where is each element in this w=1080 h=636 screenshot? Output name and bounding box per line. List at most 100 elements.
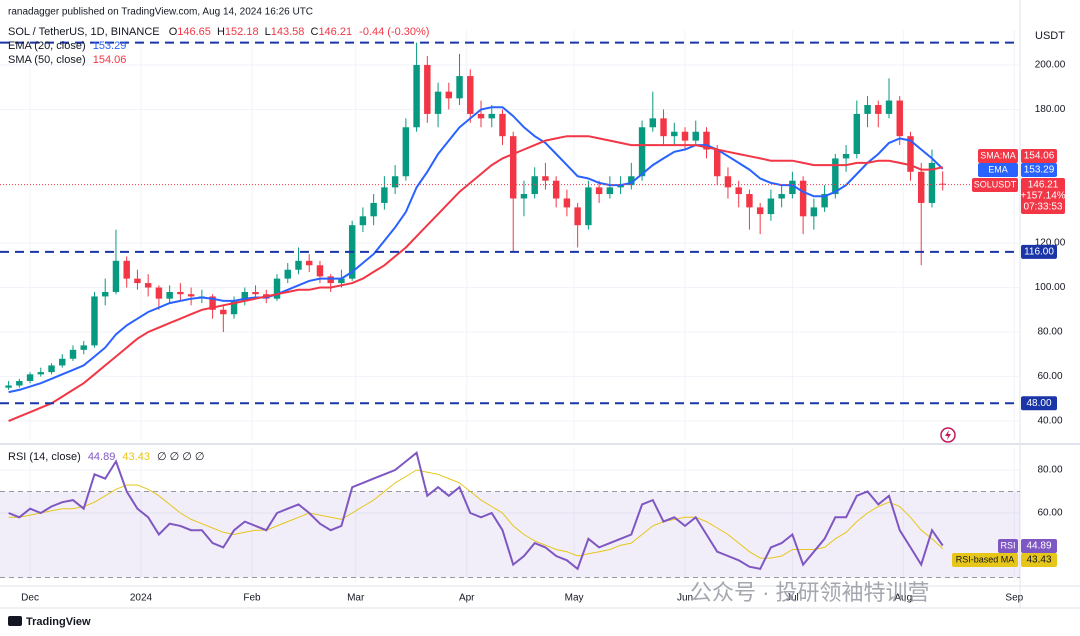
candle-body — [424, 64, 431, 114]
candle-body — [488, 113, 495, 119]
candle-body — [230, 300, 238, 315]
candle-body — [80, 345, 87, 350]
candle-body — [853, 113, 861, 154]
candle-body — [756, 207, 764, 215]
candle-body — [209, 296, 216, 310]
y-tick-label: 60.00 — [1037, 371, 1062, 382]
candle-body — [187, 294, 195, 297]
candle-body — [671, 131, 678, 137]
ohlc-letter: L — [265, 26, 271, 38]
countdown: 07:33:53 — [1024, 202, 1063, 213]
footer-logo — [8, 616, 22, 626]
candle-body — [59, 358, 66, 366]
y-tick-label: 100.00 — [1035, 282, 1066, 293]
y-tick-label: 200.00 — [1035, 60, 1066, 71]
line-value: 44.89 — [1026, 541, 1051, 552]
candle-body — [177, 291, 184, 295]
x-tick-label: Jun — [677, 593, 693, 604]
candle-body — [896, 100, 903, 137]
candle-body — [542, 176, 549, 181]
legend-extra: ∅ ∅ ∅ ∅ — [157, 451, 205, 463]
line-name: EMA — [988, 164, 1008, 174]
candle-body — [306, 260, 313, 266]
candle-body — [552, 180, 560, 199]
tv-icon — [940, 427, 956, 443]
candle-body — [499, 113, 506, 137]
rsi-legend: RSI (14, close) 44.89 43.43 ∅ ∅ ∅ ∅ — [8, 451, 205, 463]
line-value: 154.06 — [1024, 151, 1055, 162]
candle-body — [273, 278, 281, 299]
candle-body — [123, 260, 130, 279]
marks — [0, 41, 1020, 578]
level-label: 48.00 — [1026, 398, 1051, 409]
candle-body — [445, 91, 453, 99]
ema-legend: EMA (20, close) 153.29 — [8, 40, 126, 52]
candle-body — [821, 194, 828, 208]
line-value-box — [1021, 539, 1057, 553]
x-tick-label: Feb — [243, 593, 261, 604]
candle-body — [391, 176, 399, 188]
ohlc-letter: H — [217, 26, 225, 38]
line-value: 43.43 — [1026, 555, 1051, 566]
legend-value: 153.29 — [93, 40, 127, 52]
x-tick-label: 2024 — [130, 593, 153, 604]
candle-body — [402, 127, 410, 177]
line-name-box — [998, 539, 1018, 553]
icon-ring — [940, 427, 956, 443]
level-label: 116.00 — [1024, 247, 1054, 258]
candle-body — [789, 180, 796, 195]
line-name: RSI — [1000, 540, 1015, 550]
candle-body — [563, 198, 571, 208]
candle-body — [799, 180, 807, 217]
candle-body — [864, 105, 871, 114]
candle-body — [370, 202, 377, 217]
sma-legend: SMA (50, close) 154.06 — [8, 54, 126, 66]
candle-body — [875, 105, 882, 114]
x-tick-label: Jul — [786, 593, 799, 604]
candle-body — [413, 64, 420, 128]
y-tick-label: 60.00 — [1037, 508, 1062, 519]
legend-name: SMA (50, close) — [8, 54, 86, 66]
ohlc-value: 146.65 — [177, 26, 211, 38]
line-name-box — [952, 553, 1018, 567]
legend-name: EMA (20, close) — [8, 40, 86, 52]
legend-value: 154.06 — [93, 54, 127, 66]
byline: ranadagger published on TradingView.com,… — [8, 7, 313, 18]
y-tick-label: 120.00 — [1035, 238, 1066, 249]
rsi-band — [0, 491, 1020, 578]
ohlc-letter: C — [310, 26, 318, 38]
legend-value: 43.43 — [122, 451, 150, 463]
y-tick-label: 40.00 — [1037, 416, 1062, 427]
candle-body — [510, 136, 517, 199]
candle-body — [155, 287, 163, 299]
candle-body — [767, 198, 775, 215]
candle-body — [595, 187, 603, 195]
legend-value: 44.89 — [88, 451, 116, 463]
candle-body — [907, 136, 914, 172]
candle-body — [928, 162, 936, 203]
change: -0.44 (-0.30%) — [359, 26, 429, 38]
candle-body — [918, 171, 925, 203]
level-label-box — [1021, 244, 1057, 259]
rsi-line — [8, 469, 944, 559]
symbol: SOL / TetherUS, 1D, BINANCE — [8, 26, 160, 38]
level-label-box — [1021, 396, 1057, 411]
symbol-name: SOLUSDT — [974, 179, 1017, 189]
ohlc-value: 152.18 — [225, 26, 259, 38]
price-value: 146.21 — [1028, 180, 1059, 191]
symbol-legend: SOL / TetherUS, 1D, BINANCE O146.65 H152… — [8, 26, 429, 38]
currency-label: USDT — [1035, 30, 1065, 42]
candle-body — [660, 118, 667, 137]
candle-body — [585, 187, 592, 226]
candle-body — [628, 176, 635, 186]
icon-bolt — [945, 430, 951, 440]
price-change: +157.14% — [1020, 191, 1065, 202]
candle-body — [746, 194, 753, 208]
footer-brand: TradingView — [26, 616, 91, 628]
candle-body — [5, 385, 12, 388]
candle-body — [456, 76, 463, 99]
line-name-box — [978, 163, 1018, 177]
line-value-box — [1021, 553, 1057, 567]
labels: Dec 2024 Feb Mar Apr May Jun Jul Aug Sep 40.00 60.0… — [21, 60, 1066, 604]
